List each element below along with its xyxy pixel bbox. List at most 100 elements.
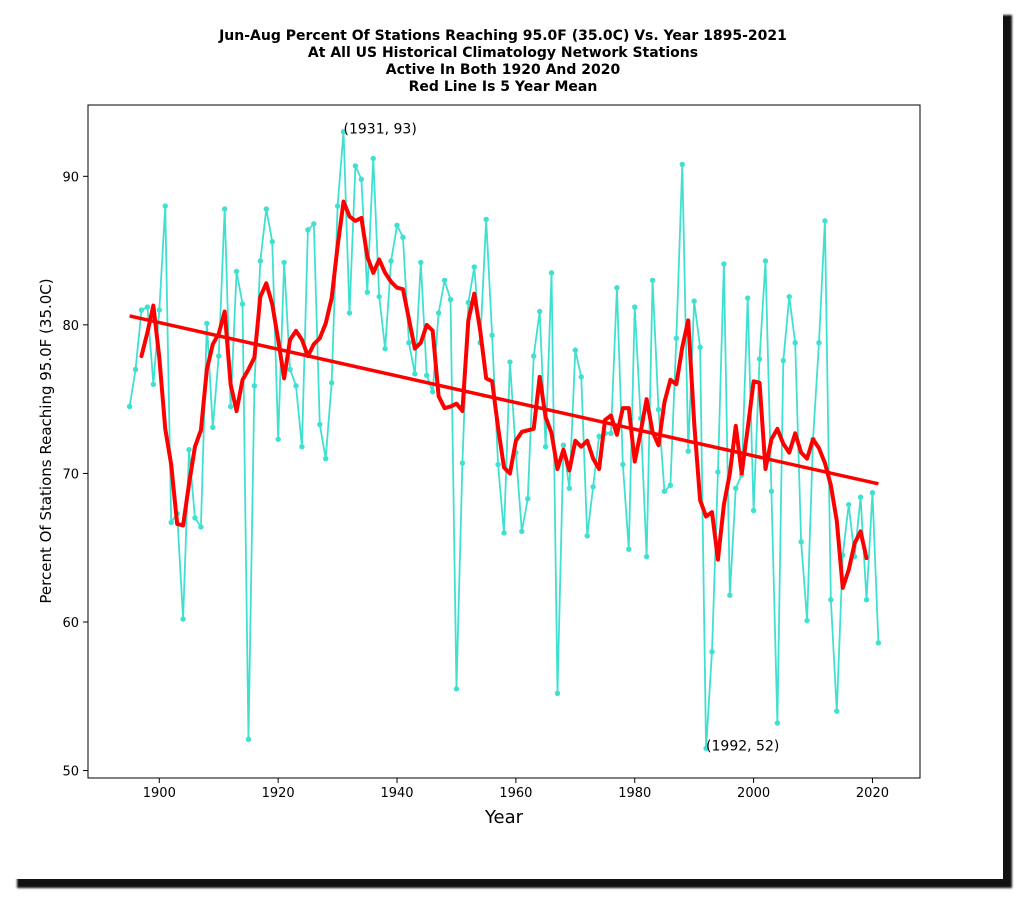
data-point bbox=[156, 307, 163, 313]
plot-marks: (1931, 93) (1992, 52) bbox=[126, 122, 882, 754]
x-axis-label: Year bbox=[484, 807, 524, 828]
data-point bbox=[614, 285, 620, 291]
data-point bbox=[542, 443, 549, 450]
data-point bbox=[667, 482, 674, 489]
data-point bbox=[548, 270, 555, 276]
data-point bbox=[412, 371, 418, 377]
y-tick-label: 50 bbox=[62, 765, 79, 780]
data-point bbox=[733, 485, 739, 491]
data-point bbox=[245, 736, 252, 743]
data-point bbox=[679, 161, 685, 168]
data-point bbox=[792, 340, 798, 346]
data-point bbox=[358, 176, 365, 182]
data-point bbox=[459, 460, 466, 466]
data-point bbox=[435, 310, 442, 316]
data-point bbox=[744, 295, 751, 301]
data-point bbox=[762, 258, 769, 264]
five-year-mean-line bbox=[139, 199, 869, 590]
data-point bbox=[382, 345, 388, 352]
data-point bbox=[233, 268, 240, 275]
data-point bbox=[590, 484, 596, 490]
y-tick-label: 60 bbox=[62, 616, 79, 631]
data-point bbox=[863, 597, 870, 603]
data-point bbox=[352, 163, 359, 169]
data-point bbox=[418, 259, 424, 266]
x-tick-label: 1920 bbox=[262, 786, 295, 801]
data-point bbox=[150, 381, 157, 388]
data-point bbox=[875, 640, 882, 646]
data-point bbox=[204, 320, 210, 327]
data-point bbox=[210, 424, 216, 431]
chart-title: Jun-Aug Percent Of Stations Reaching 95.… bbox=[218, 28, 787, 95]
data-point bbox=[340, 129, 347, 135]
data-point bbox=[727, 592, 733, 598]
data-point bbox=[227, 403, 234, 410]
data-point bbox=[501, 530, 507, 536]
data-point bbox=[655, 406, 662, 413]
data-point bbox=[857, 494, 864, 500]
data-point bbox=[168, 519, 174, 526]
data-point bbox=[311, 221, 317, 227]
data-point bbox=[685, 448, 691, 454]
data-point bbox=[251, 383, 258, 389]
data-point bbox=[869, 490, 876, 496]
title-line-3: Active In Both 1920 And 2020 bbox=[386, 62, 621, 78]
data-point bbox=[626, 546, 632, 552]
data-point bbox=[632, 304, 638, 310]
data-point bbox=[661, 488, 668, 494]
data-point bbox=[489, 332, 495, 338]
x-tick-label: 1960 bbox=[499, 786, 532, 801]
data-point bbox=[780, 357, 787, 364]
x-axis: 1900 1920 1940 1960 1980 2000 2020 bbox=[143, 778, 889, 801]
data-point bbox=[578, 374, 584, 380]
data-point bbox=[328, 380, 335, 386]
title-line-4: Red Line Is 5 Year Mean bbox=[409, 79, 598, 95]
data-point bbox=[441, 277, 448, 284]
data-point bbox=[257, 258, 264, 264]
data-point bbox=[364, 289, 371, 295]
data-point bbox=[370, 155, 376, 162]
data-point bbox=[560, 442, 567, 448]
data-point bbox=[834, 708, 840, 714]
data-point bbox=[394, 222, 400, 229]
x-tick-label: 2000 bbox=[737, 786, 770, 801]
plot-area bbox=[87, 104, 921, 779]
data-point bbox=[281, 259, 287, 266]
data-point bbox=[822, 218, 828, 224]
data-point bbox=[691, 298, 697, 304]
data-point bbox=[584, 533, 590, 539]
data-point bbox=[566, 485, 573, 491]
data-point bbox=[162, 203, 168, 209]
data-point bbox=[186, 446, 192, 453]
data-point bbox=[715, 469, 721, 475]
data-point bbox=[317, 421, 323, 428]
data-point bbox=[525, 495, 531, 502]
y-tick-label: 70 bbox=[62, 467, 79, 482]
data-point bbox=[429, 389, 436, 395]
data-point bbox=[471, 264, 477, 270]
data-point bbox=[768, 488, 775, 494]
data-point bbox=[334, 203, 341, 209]
data-point bbox=[406, 340, 412, 346]
data-point bbox=[697, 344, 703, 350]
data-point bbox=[269, 238, 275, 245]
x-tick-label: 2020 bbox=[856, 786, 889, 801]
data-point bbox=[376, 293, 382, 300]
data-point bbox=[572, 347, 579, 353]
data-point bbox=[786, 293, 792, 300]
data-point bbox=[703, 745, 709, 751]
data-point bbox=[596, 433, 602, 440]
title-line-1: Jun-Aug Percent Of Stations Reaching 95.… bbox=[218, 28, 787, 44]
data-point bbox=[483, 216, 489, 223]
data-point bbox=[453, 686, 460, 692]
data-point bbox=[293, 383, 299, 389]
data-point bbox=[138, 307, 145, 313]
data-point bbox=[554, 690, 561, 697]
data-point bbox=[774, 720, 781, 726]
y-axis: 50 60 70 80 90 bbox=[62, 170, 88, 780]
data-point bbox=[275, 436, 281, 442]
data-point bbox=[144, 304, 151, 310]
data-point bbox=[816, 340, 822, 346]
data-point bbox=[400, 234, 406, 240]
data-point bbox=[495, 461, 501, 468]
